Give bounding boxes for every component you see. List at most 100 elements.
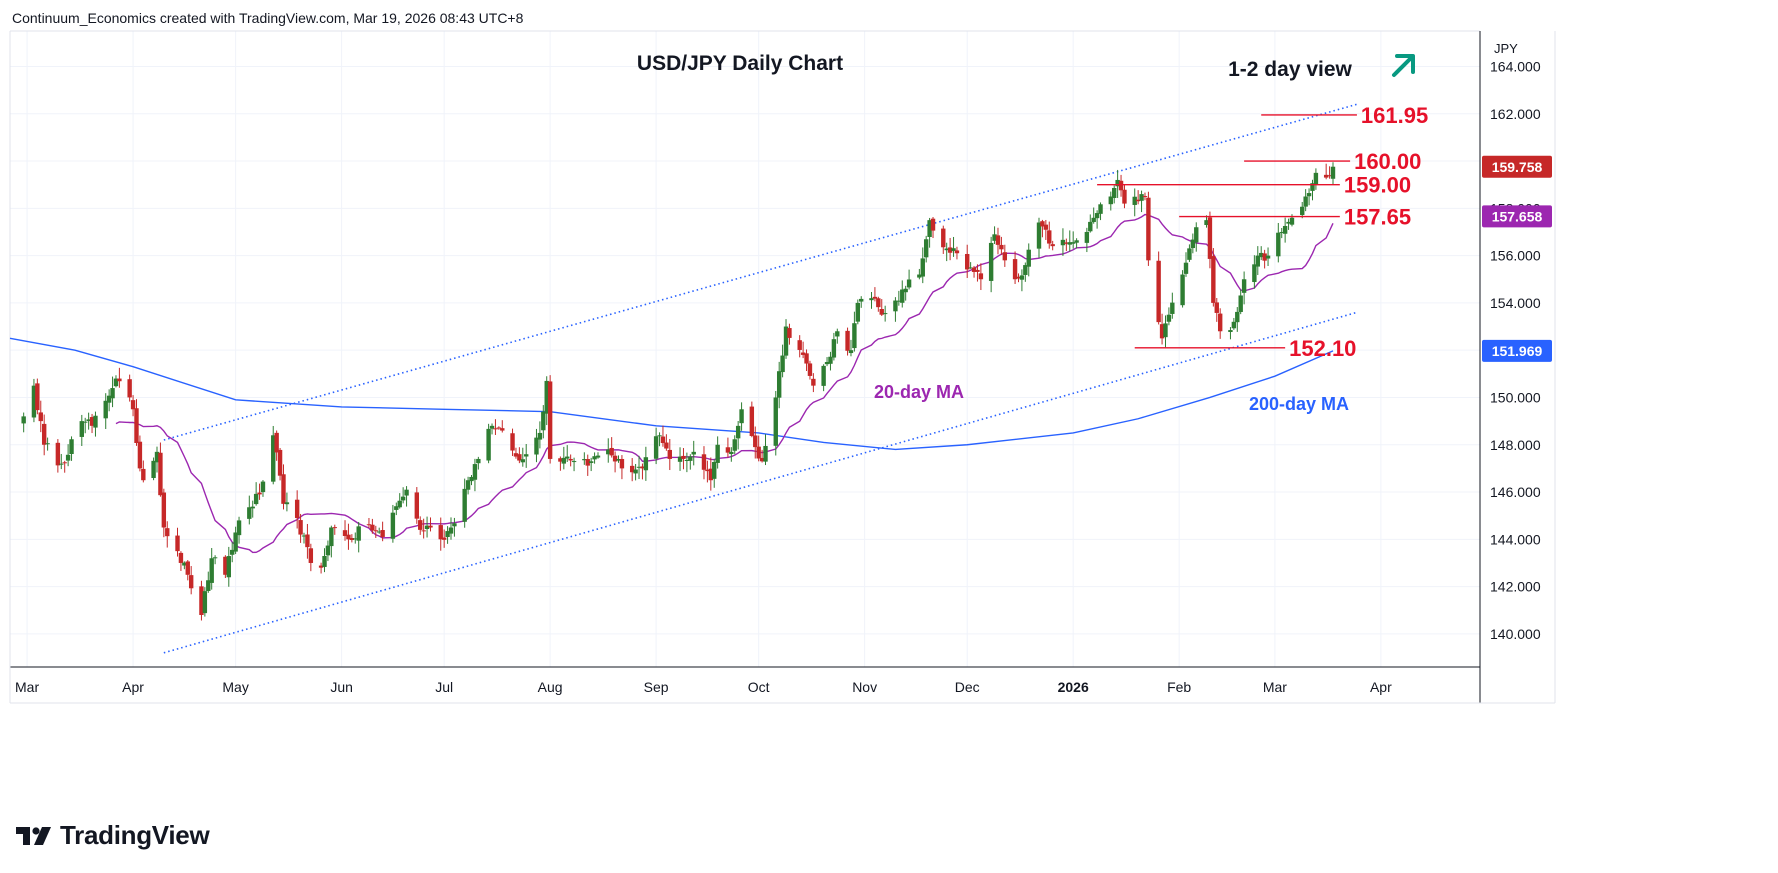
- candle-body: [349, 538, 355, 541]
- candle-body: [230, 549, 235, 555]
- ma200-line: [9, 337, 1334, 451]
- candle-body: [83, 421, 88, 423]
- candle-body: [773, 397, 778, 446]
- candle-body: [373, 530, 378, 532]
- candle-body: [896, 300, 902, 302]
- candle-body: [428, 525, 433, 528]
- candle-body: [595, 455, 601, 458]
- candle-body: [1252, 264, 1257, 283]
- candle-body: [541, 411, 546, 431]
- candle-body: [828, 356, 833, 364]
- channel-lower-line: [163, 311, 1358, 654]
- candle-body: [1214, 302, 1219, 313]
- ma200-annotation: 200-day MA: [1249, 394, 1349, 414]
- candle-body: [342, 530, 348, 536]
- time-axis[interactable]: Mar Apr May Jun Jul Aug Sep Oct Nov Dec 2026 Feb Mar…: [15, 679, 1392, 695]
- candle-body: [1300, 206, 1305, 216]
- candle-body: [821, 365, 826, 386]
- y-tick-label: 146.000: [1490, 484, 1541, 500]
- candle-body: [448, 527, 454, 534]
- candle-body: [1303, 196, 1308, 207]
- x-tick-label: Mar: [1263, 679, 1287, 695]
- candle-body: [753, 435, 758, 448]
- candle-body: [667, 449, 672, 459]
- candle-body: [130, 400, 136, 410]
- candle-body: [185, 561, 190, 575]
- candle-body: [855, 302, 861, 322]
- candle-body: [1166, 314, 1172, 322]
- y-tick-label: 144.000: [1490, 531, 1541, 547]
- candle-body: [86, 419, 91, 422]
- candle-body: [893, 300, 898, 312]
- y-tick-label: 156.000: [1490, 248, 1541, 264]
- candle-body: [202, 591, 208, 614]
- chart-title: USD/JPY Daily Chart: [637, 52, 843, 75]
- candle-body: [346, 534, 351, 540]
- candle-body: [708, 468, 714, 481]
- candle-body: [424, 525, 430, 529]
- candle-body: [664, 442, 669, 449]
- candle-body: [1026, 249, 1031, 267]
- candle-body: [298, 520, 303, 535]
- candle-body: [544, 380, 549, 414]
- candle-body: [1091, 217, 1096, 223]
- x-tick-label: Dec: [955, 679, 980, 695]
- ma20-price-badge: 157.658: [1482, 205, 1552, 228]
- x-tick-label: Jul: [435, 679, 453, 695]
- level-label: 159.00: [1344, 173, 1411, 198]
- candle-body: [1019, 275, 1025, 280]
- candle-body: [472, 464, 478, 480]
- x-tick-label: Apr: [1370, 679, 1392, 695]
- candle-body: [332, 527, 337, 529]
- candle-body: [465, 480, 471, 490]
- candle-body: [807, 363, 813, 376]
- candle-body: [366, 524, 372, 526]
- x-tick-label: 2026: [1058, 679, 1089, 695]
- tradingview-logo[interactable]: TradingView: [16, 820, 210, 851]
- candle-body: [445, 531, 450, 537]
- candle-body: [965, 253, 970, 270]
- candle-body: [284, 502, 290, 505]
- candle-body: [903, 288, 908, 293]
- candle-body: [397, 500, 402, 508]
- candle-body: [127, 379, 132, 398]
- candle-body: [233, 532, 238, 552]
- candle-body: [1231, 321, 1237, 329]
- candle-body: [869, 298, 874, 301]
- candle-body: [301, 535, 307, 537]
- price-axis[interactable]: JPY 164.000162.000160.000158.000156.0001…: [1490, 41, 1541, 642]
- candle-body: [1163, 323, 1168, 338]
- candle-body: [1122, 189, 1127, 204]
- candle-body: [776, 371, 782, 398]
- candle-body: [510, 433, 515, 451]
- candle-body: [1259, 252, 1264, 258]
- candle-body: [1183, 262, 1189, 274]
- candle-body: [944, 248, 949, 251]
- candle-body: [759, 457, 765, 462]
- candle-body: [1228, 330, 1233, 332]
- candle-body: [619, 458, 625, 469]
- candle-body: [1327, 175, 1332, 177]
- candle-body: [1132, 196, 1137, 205]
- candle-body: [253, 493, 259, 505]
- x-tick-label: Jun: [330, 679, 353, 695]
- currency-label: JPY: [1494, 41, 1518, 56]
- candle-body: [797, 340, 802, 350]
- ma200-price-badge: 151.969: [1482, 339, 1552, 362]
- candle-body: [370, 524, 375, 531]
- candle-body: [978, 273, 984, 280]
- candle-body: [1282, 225, 1288, 234]
- candle-body: [1255, 255, 1260, 267]
- ma20-annotation: 20-day MA: [874, 382, 964, 402]
- candle-body: [1330, 166, 1336, 179]
- candle-body: [158, 452, 163, 496]
- candle-body: [1002, 252, 1008, 261]
- candle-body: [927, 220, 932, 237]
- candle-body: [1323, 174, 1329, 178]
- level-label: 160.00: [1354, 149, 1421, 174]
- candle-body: [1070, 242, 1076, 244]
- candle-body: [89, 417, 95, 426]
- candle-body: [223, 556, 228, 575]
- candle-body: [1170, 302, 1175, 314]
